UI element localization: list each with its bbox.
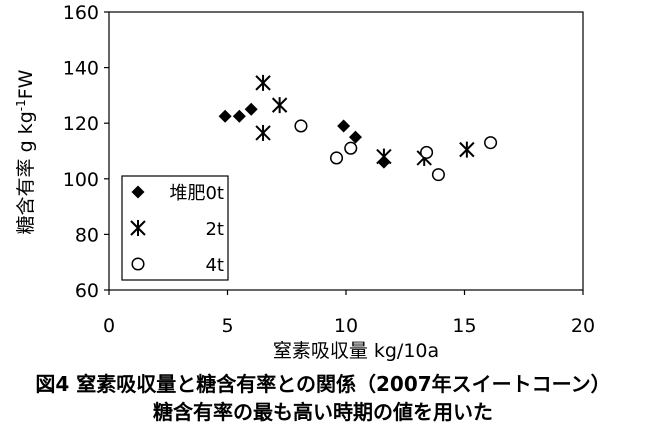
tick-labels: 60 80 100 120 140 160 0 5 10 15 20 xyxy=(63,2,595,337)
legend-marker-diamond xyxy=(131,185,145,199)
y-tick-label: 80 xyxy=(75,224,99,246)
legend-marker-asterisk xyxy=(130,220,146,236)
data-point-circle xyxy=(484,136,498,150)
scatter-chart: 60 80 100 120 140 160 0 5 10 15 20 堆肥0t 2t 4t 窒素吸収量 … xyxy=(14,2,595,362)
data-point-asterisk xyxy=(376,148,392,165)
data-point-diamond xyxy=(348,130,362,144)
y-axis-label-main: 糖含有率 g kg xyxy=(15,111,37,234)
x-tick-label: 20 xyxy=(571,315,595,337)
data-point-asterisk xyxy=(459,141,475,158)
y-axis-label: 糖含有率 g kg-1FW xyxy=(14,69,37,234)
data-point-circle xyxy=(431,168,445,182)
x-tick-label: 0 xyxy=(103,315,115,337)
x-tick-label: 15 xyxy=(452,315,476,337)
data-point-circle xyxy=(329,151,344,165)
x-tick-label: 5 xyxy=(221,315,233,337)
y-tick-label: 160 xyxy=(63,2,99,24)
y-axis-label-end: FW xyxy=(15,69,37,99)
data-point-circle xyxy=(294,119,308,133)
y-tick-label: 100 xyxy=(63,169,99,191)
data-point-diamond xyxy=(244,102,258,116)
data-point-diamond xyxy=(218,109,232,123)
figure-caption-title: 図4 窒素吸収量と糖含有率との関係（2007年スイートコーン） xyxy=(35,372,611,396)
data-points xyxy=(218,74,498,182)
figure-caption-note: 糖含有率の最も高い時期の値を用いた xyxy=(153,400,493,424)
data-point-diamond xyxy=(232,109,246,123)
data-point-circle xyxy=(420,145,434,159)
plot-axes xyxy=(104,11,584,295)
data-point-asterisk xyxy=(255,124,271,141)
data-point-diamond xyxy=(337,119,351,133)
legend-label: 堆肥0t xyxy=(169,183,224,204)
y-tick-label: 120 xyxy=(63,113,99,135)
data-point-asterisk xyxy=(271,97,288,114)
data-point-circle xyxy=(344,141,358,155)
y-tick-label: 60 xyxy=(75,280,99,302)
legend-items: 堆肥0t 2t 4t xyxy=(130,183,224,276)
legend-marker-circle xyxy=(131,257,145,271)
data-point-asterisk xyxy=(255,74,271,91)
x-axis-label: 窒素吸収量 kg/10a xyxy=(273,340,439,362)
legend-label: 4t xyxy=(205,255,224,276)
y-axis-label-sup: -1 xyxy=(14,99,28,111)
x-tick-label: 10 xyxy=(334,315,358,337)
legend-label: 2t xyxy=(205,219,224,240)
y-tick-label: 140 xyxy=(63,58,99,80)
